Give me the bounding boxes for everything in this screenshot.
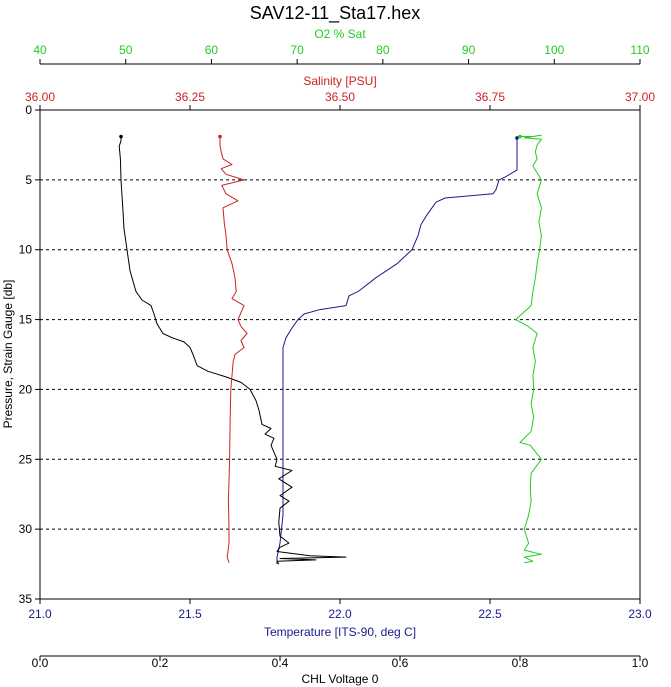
salinity-tick-label: 36.50 xyxy=(325,90,355,104)
temperature-tick-label: 21.0 xyxy=(28,607,52,621)
chl-axis-title: CHL Voltage 0 xyxy=(302,672,379,686)
pressure-tick-label: 25 xyxy=(19,452,33,466)
o2-tick-label: 80 xyxy=(376,43,390,57)
salinity-tick-label: 36.00 xyxy=(25,90,55,104)
series-layer xyxy=(118,134,542,565)
chl-axis-ticks: 0.0 0.2 0.4 0.6 0.8 1.0 xyxy=(32,656,649,670)
salinity-axis-ticks: 36.00 36.25 36.50 36.75 37.00 xyxy=(25,90,655,110)
chl-tick-label: 0.4 xyxy=(272,656,289,670)
pressure-tick-label: 5 xyxy=(25,173,32,187)
o2-tick-label: 70 xyxy=(290,43,304,57)
temperature-tick-label: 21.5 xyxy=(178,607,202,621)
salinity-start-marker xyxy=(218,134,222,139)
chl-profile-line xyxy=(118,136,347,565)
chl-tick-label: 0.6 xyxy=(392,656,409,670)
chl-tick-label: 1.0 xyxy=(632,656,649,670)
o2-axis-title: O2 % Sat xyxy=(314,27,366,41)
o2-profile-line xyxy=(515,134,542,564)
pressure-tick-label: 10 xyxy=(19,243,33,257)
o2-tick-label: 60 xyxy=(205,43,219,57)
pressure-tick-label: 20 xyxy=(19,382,33,396)
pressure-tick-label: 30 xyxy=(19,522,33,536)
o2-tick-label: 40 xyxy=(33,43,47,57)
plot-frame xyxy=(39,109,641,600)
pressure-tick-label: 15 xyxy=(19,313,33,327)
salinity-tick-label: 37.00 xyxy=(625,90,655,104)
grid-lines xyxy=(40,179,640,530)
pressure-tick-label: 35 xyxy=(19,592,33,606)
pressure-tick-label: 0 xyxy=(25,103,32,117)
o2-start-marker xyxy=(518,134,522,139)
chl-start-marker xyxy=(119,134,123,139)
pressure-axis-title: Pressure, Strain Gauge [db] xyxy=(1,280,15,429)
chl-tick-label: 0.2 xyxy=(152,656,169,670)
salinity-profile-line xyxy=(219,136,248,563)
temperature-tick-label: 22.5 xyxy=(478,607,502,621)
o2-tick-label: 90 xyxy=(462,43,476,57)
temperature-tick-label: 22.0 xyxy=(328,607,352,621)
salinity-axis-title: Salinity [PSU] xyxy=(303,74,376,88)
chart-title: SAV12-11_Sta17.hex xyxy=(250,3,420,24)
temperature-axis-ticks: 21.0 21.5 22.0 22.5 23.0 xyxy=(28,599,652,621)
temperature-start-marker xyxy=(515,136,519,140)
salinity-tick-label: 36.25 xyxy=(175,90,205,104)
o2-tick-label: 100 xyxy=(544,43,564,57)
temperature-profile-line xyxy=(276,137,518,565)
o2-tick-label: 110 xyxy=(630,43,649,57)
chl-tick-label: 0.8 xyxy=(512,656,529,670)
temperature-tick-label: 23.0 xyxy=(628,607,652,621)
chl-tick-label: 0.0 xyxy=(32,656,49,670)
pressure-axis-ticks: 0 5 10 15 20 25 30 35 xyxy=(19,103,40,606)
temperature-axis-title: Temperature [ITS-90, deg C] xyxy=(264,625,416,639)
o2-tick-label: 50 xyxy=(119,43,133,57)
o2-axis-ticks: 40 50 60 70 80 90 100 110 xyxy=(33,43,650,64)
salinity-tick-label: 36.75 xyxy=(475,90,505,104)
